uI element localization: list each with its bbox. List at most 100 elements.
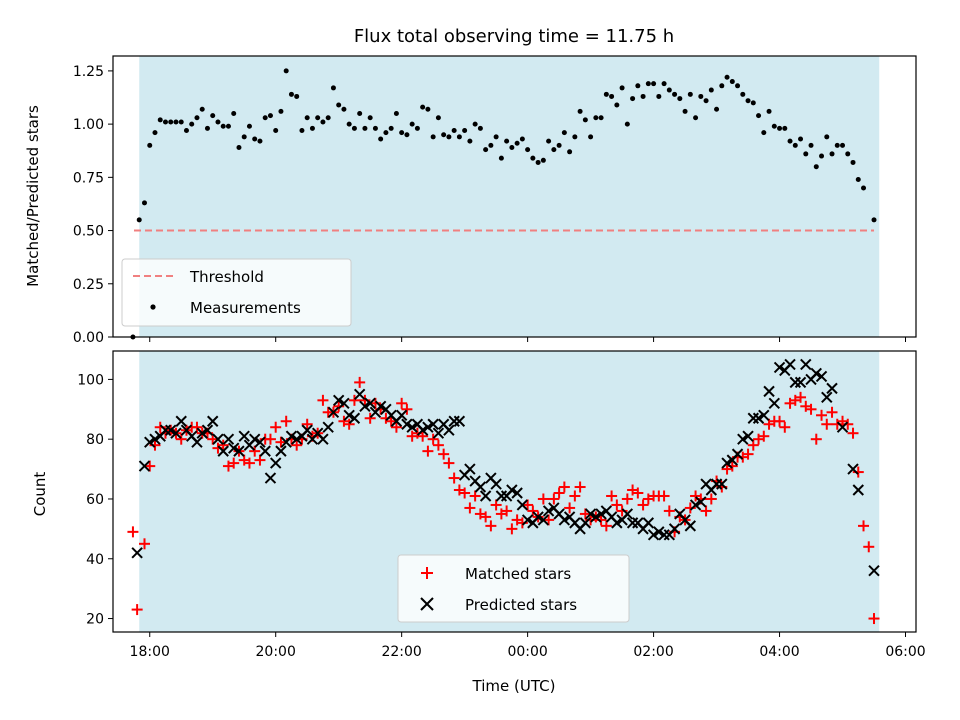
predicted-star-point [464,463,476,475]
predicted-star-point [327,406,340,418]
legend-measurements-label: Measurements [190,299,301,317]
predicted-star-stroke [695,496,707,508]
predicted-star-stroke [359,400,371,413]
predicted-star-stroke [852,484,864,496]
predicted-star-stroke [737,433,749,445]
predicted-star-stroke [464,463,476,475]
bottom-y-ticks: 20 40 60 80 100 [77,372,113,628]
measurement-point [572,134,578,140]
predicted-star-point [201,424,214,436]
predicted-star-point [836,421,849,433]
predicted-star-stroke [710,478,723,490]
measurement-point [829,151,835,157]
predicted-stars-points [131,358,880,577]
predicted-star-point [758,409,770,421]
bottom-panel: 20 40 60 80 100 18:00 20:00 22:00 00:00 02:00 04:… [31,350,926,695]
top-y-ticks: 0.00 0.25 0.50 0.75 1.00 1.25 [73,64,113,346]
measurement-point [173,119,179,125]
predicted-star-point [658,529,670,541]
predicted-star-point [348,412,361,424]
matched-star-point [469,490,481,502]
predicted-star-point [269,457,282,469]
measurement-point [588,134,594,140]
predicted-star-point [374,400,387,413]
bottom-ytick-label: 40 [86,552,104,568]
predicted-star-point [868,565,880,577]
predicted-star-point [810,367,822,380]
matched-star-point [606,490,618,502]
measurement-point [288,91,294,97]
predicted-star-point [579,517,592,529]
matched-star-point [291,439,303,451]
predicted-star-stroke [563,511,576,523]
measurement-point [362,125,368,131]
matched-star-point [569,490,581,502]
predicted-star-stroke [264,472,277,484]
predicted-star-stroke [511,487,523,499]
top-ytick-label: 0.00 [73,330,104,346]
measurement-point [850,159,856,165]
measurement-point [661,81,667,87]
legend-measurements-swatch [150,304,156,310]
measurement-point [220,123,226,129]
predicted-star-stroke [868,565,880,577]
measurement-point [283,68,289,74]
matched-star-point [621,493,633,505]
predicted-star-stroke [422,421,434,433]
matched-star-point [207,433,219,445]
measurement-point [556,142,562,148]
xtick-label: 22:00 [381,644,421,660]
measurement-point [766,108,772,114]
predicted-star-point [752,412,765,424]
legend-threshold-label: Threshold [189,268,264,286]
predicted-star-point [800,358,812,371]
predicted-star-stroke [668,523,681,535]
predicted-star-stroke [763,385,775,398]
measurement-point [320,119,326,125]
predicted-star-stroke [653,526,665,538]
measurement-point [456,134,462,140]
predicted-star-point [784,358,796,371]
measurement-point [750,100,756,106]
predicted-star-point [395,409,408,421]
predicted-star-stroke [521,514,534,526]
matched-star-point [548,493,560,505]
predicted-star-point [290,433,303,445]
measurement-point [792,142,798,148]
predicted-star-stroke [453,415,466,427]
measurement-point [582,117,588,123]
measurement-point [278,108,284,114]
measurement-point [357,110,363,116]
measurement-point [729,79,735,85]
predicted-star-stroke [469,475,481,487]
predicted-star-stroke [485,472,497,484]
bottom-y-axis-label: Count [31,472,49,517]
measurement-point [388,125,394,131]
matched-star-point [579,508,591,520]
measurement-point [325,115,331,121]
predicted-star-point [684,520,697,532]
matched-star-point [364,412,376,424]
predicted-star-point [196,427,208,439]
xtick-label: 00:00 [507,644,547,660]
predicted-star-stroke [254,436,266,448]
top-y-axis-label: Matched/Predicted stars [24,105,42,287]
predicted-star-point [170,427,182,439]
xtick-label: 02:00 [633,644,673,660]
predicted-star-stroke [674,508,686,520]
measurement-point [630,96,636,102]
predicted-star-point [721,457,733,469]
measurement-point [194,115,200,121]
predicted-star-stroke [131,547,143,559]
predicted-star-stroke [144,436,156,448]
measurement-point [567,149,573,155]
predicted-star-stroke [584,508,597,520]
matched-star-point [270,421,282,433]
matched-star-point [705,493,717,505]
predicted-star-stroke [380,403,392,415]
measurement-point [141,200,147,206]
predicted-star-stroke [212,433,224,445]
predicted-star-point [144,436,156,448]
predicted-star-point [584,508,597,520]
predicted-star-point [826,382,838,395]
